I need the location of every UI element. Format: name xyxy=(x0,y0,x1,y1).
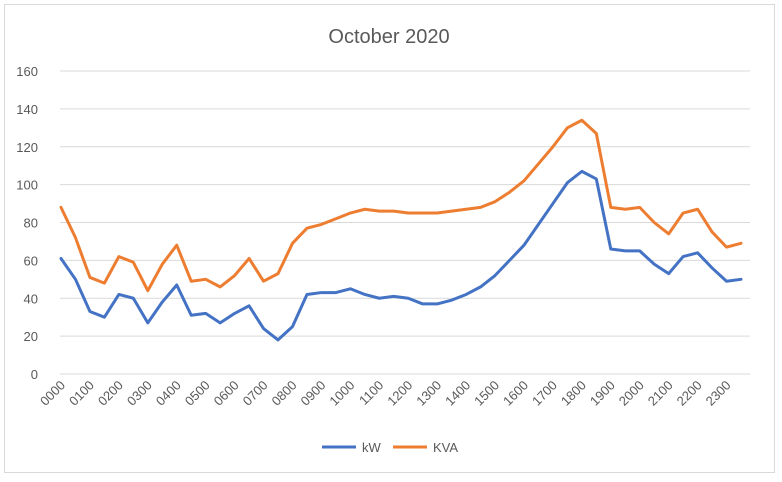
x-tick-label: 1100 xyxy=(356,378,386,408)
legend-label-kva: KVA xyxy=(433,440,458,455)
x-tick-label: 0900 xyxy=(297,378,328,409)
y-tick-label: 120 xyxy=(16,140,38,155)
x-tick-label: 1400 xyxy=(442,378,473,409)
y-tick-label: 160 xyxy=(16,64,38,79)
x-tick-label: 1600 xyxy=(500,378,531,409)
x-tick-label: 0400 xyxy=(153,378,184,409)
x-tick-label: 1900 xyxy=(587,378,618,409)
x-tick-label: 2200 xyxy=(674,378,705,409)
x-tick-label: 1200 xyxy=(384,378,415,409)
y-axis: 0 20 40 60 80 100 120 140 160 xyxy=(16,64,38,382)
x-tick-label: 0200 xyxy=(95,378,126,409)
y-tick-label: 80 xyxy=(24,216,38,231)
x-tick-label: 1000 xyxy=(326,378,357,409)
y-tick-label: 40 xyxy=(24,291,38,306)
chart-frame xyxy=(4,4,775,473)
chart-title: October 2020 xyxy=(328,26,449,48)
x-tick-label: 1300 xyxy=(413,378,444,409)
y-tick-label: 0 xyxy=(31,367,38,382)
x-tick-label: 0700 xyxy=(240,378,271,409)
y-tick-label: 60 xyxy=(24,253,38,268)
series-group xyxy=(59,118,743,342)
x-tick-label: 0300 xyxy=(124,378,155,409)
y-tick-label: 140 xyxy=(16,102,38,117)
x-tick-label: 0000 xyxy=(37,378,68,409)
gridlines xyxy=(60,70,750,375)
y-tick-label: 20 xyxy=(24,329,38,344)
x-tick-label: 0600 xyxy=(211,378,242,409)
x-tick-label: 0500 xyxy=(182,378,213,409)
x-tick-label: 0100 xyxy=(66,378,97,409)
x-tick-label: 0800 xyxy=(269,378,300,409)
x-tick-label: 1500 xyxy=(471,378,502,409)
legend: kW KVA xyxy=(322,440,458,455)
x-axis: 0000010002000300040005000600070008000900… xyxy=(37,378,734,409)
x-tick-label: 1800 xyxy=(558,378,589,409)
y-tick-label: 100 xyxy=(16,178,38,193)
x-tick-label: 2300 xyxy=(703,378,734,409)
x-tick-label: 1700 xyxy=(529,378,560,409)
x-tick-label: 2100 xyxy=(645,378,676,409)
x-tick-label: 2000 xyxy=(616,378,647,409)
legend-label-kw: kW xyxy=(362,440,382,455)
series-line-kva xyxy=(59,118,743,293)
series-line-kw xyxy=(59,169,743,342)
